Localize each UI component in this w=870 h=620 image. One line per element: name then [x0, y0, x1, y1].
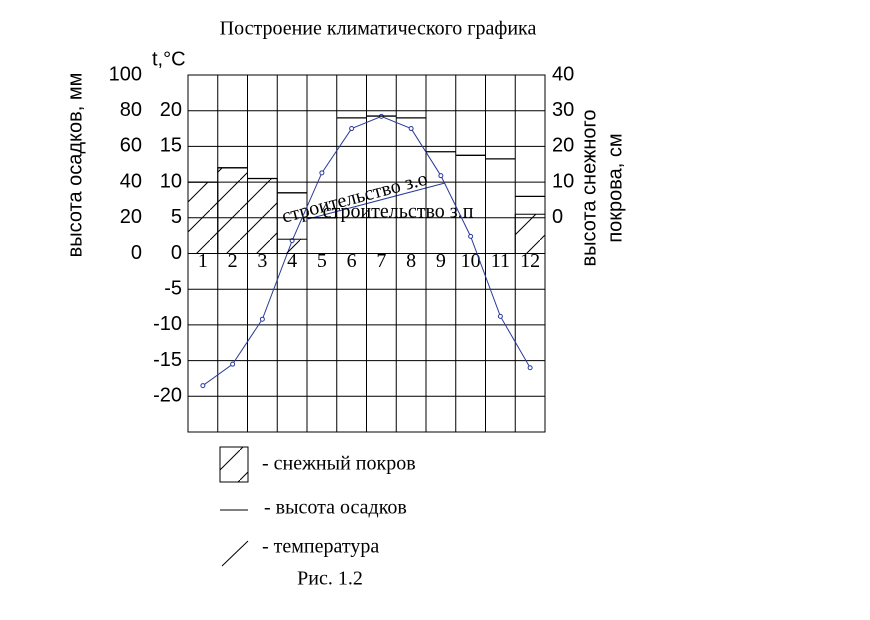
snow-bar: [217, 167, 248, 255]
x-tick-label: 1: [198, 250, 208, 272]
chart-title: Построение климатического графика: [220, 18, 537, 40]
y-tick-label: 0: [171, 242, 182, 264]
x-tick-label: 12: [520, 250, 540, 272]
x-tick-label: 7: [376, 250, 386, 272]
legend-label: - высота осадков: [264, 497, 407, 519]
y-axis-title: t,°C: [152, 48, 186, 70]
x-tick-label: 6: [347, 250, 357, 272]
y-tick-label: 5: [171, 206, 182, 228]
y-tick-label: -10: [153, 313, 182, 335]
y2-tick-label: 0: [552, 206, 563, 228]
temperature-point: [259, 316, 265, 322]
legend-label: - снежный покров: [262, 453, 416, 475]
y-tick-label: 15: [160, 135, 182, 157]
snow-bar: [247, 178, 278, 254]
x-tick-label: 9: [436, 250, 446, 272]
legend-label: - температура: [262, 536, 379, 558]
y3-tick-label: 0: [131, 242, 142, 264]
y2-tick-label: 40: [552, 63, 574, 85]
y3-tick-label: 20: [120, 206, 142, 228]
caption: Рис. 1.2: [297, 568, 363, 590]
y-tick-label: 10: [160, 170, 182, 192]
y2-axis-title: покрова, см: [604, 133, 626, 242]
y-tick-label: 20: [160, 99, 182, 121]
y3-tick-label: 40: [120, 170, 142, 192]
y3-tick-label: 100: [109, 63, 142, 85]
temperature-point: [408, 126, 414, 132]
temperature-point: [468, 233, 474, 239]
x-tick-label: 8: [406, 250, 416, 272]
y-tick-label: -15: [153, 349, 182, 371]
y-tick-label: -20: [153, 385, 182, 407]
legend-swatch: [219, 446, 249, 483]
legend-swatch: [221, 540, 249, 567]
temperature-point: [497, 313, 503, 319]
temperature-point: [349, 126, 355, 132]
y2-tick-label: 20: [552, 135, 574, 157]
y2-axis-title: высота снежного: [578, 110, 600, 267]
y3-tick-label: 80: [120, 99, 142, 121]
y-tick-label: -5: [164, 277, 182, 299]
annotation: строительство з.п: [323, 201, 474, 223]
y3-axis-title: высота осадков, мм: [64, 73, 86, 258]
temperature-point: [200, 383, 206, 389]
snow-bar: [187, 181, 219, 255]
x-tick-label: 11: [491, 250, 510, 272]
y2-tick-label: 10: [552, 170, 574, 192]
x-tick-label: 2: [228, 250, 238, 272]
temperature-point: [438, 173, 444, 179]
x-tick-label: 5: [317, 250, 327, 272]
y3-tick-label: 60: [120, 135, 142, 157]
temperature-point: [527, 365, 533, 371]
x-tick-label: 10: [461, 250, 481, 272]
snow-bar: [514, 213, 546, 254]
temperature-line: [202, 115, 531, 386]
temperature-point: [230, 361, 236, 367]
snow-bar: [276, 238, 308, 255]
annotation-line: [307, 182, 446, 220]
temperature-point: [319, 170, 325, 176]
x-tick-label: 4: [287, 250, 297, 272]
x-tick-label: 3: [257, 250, 267, 272]
y2-tick-label: 30: [552, 99, 574, 121]
